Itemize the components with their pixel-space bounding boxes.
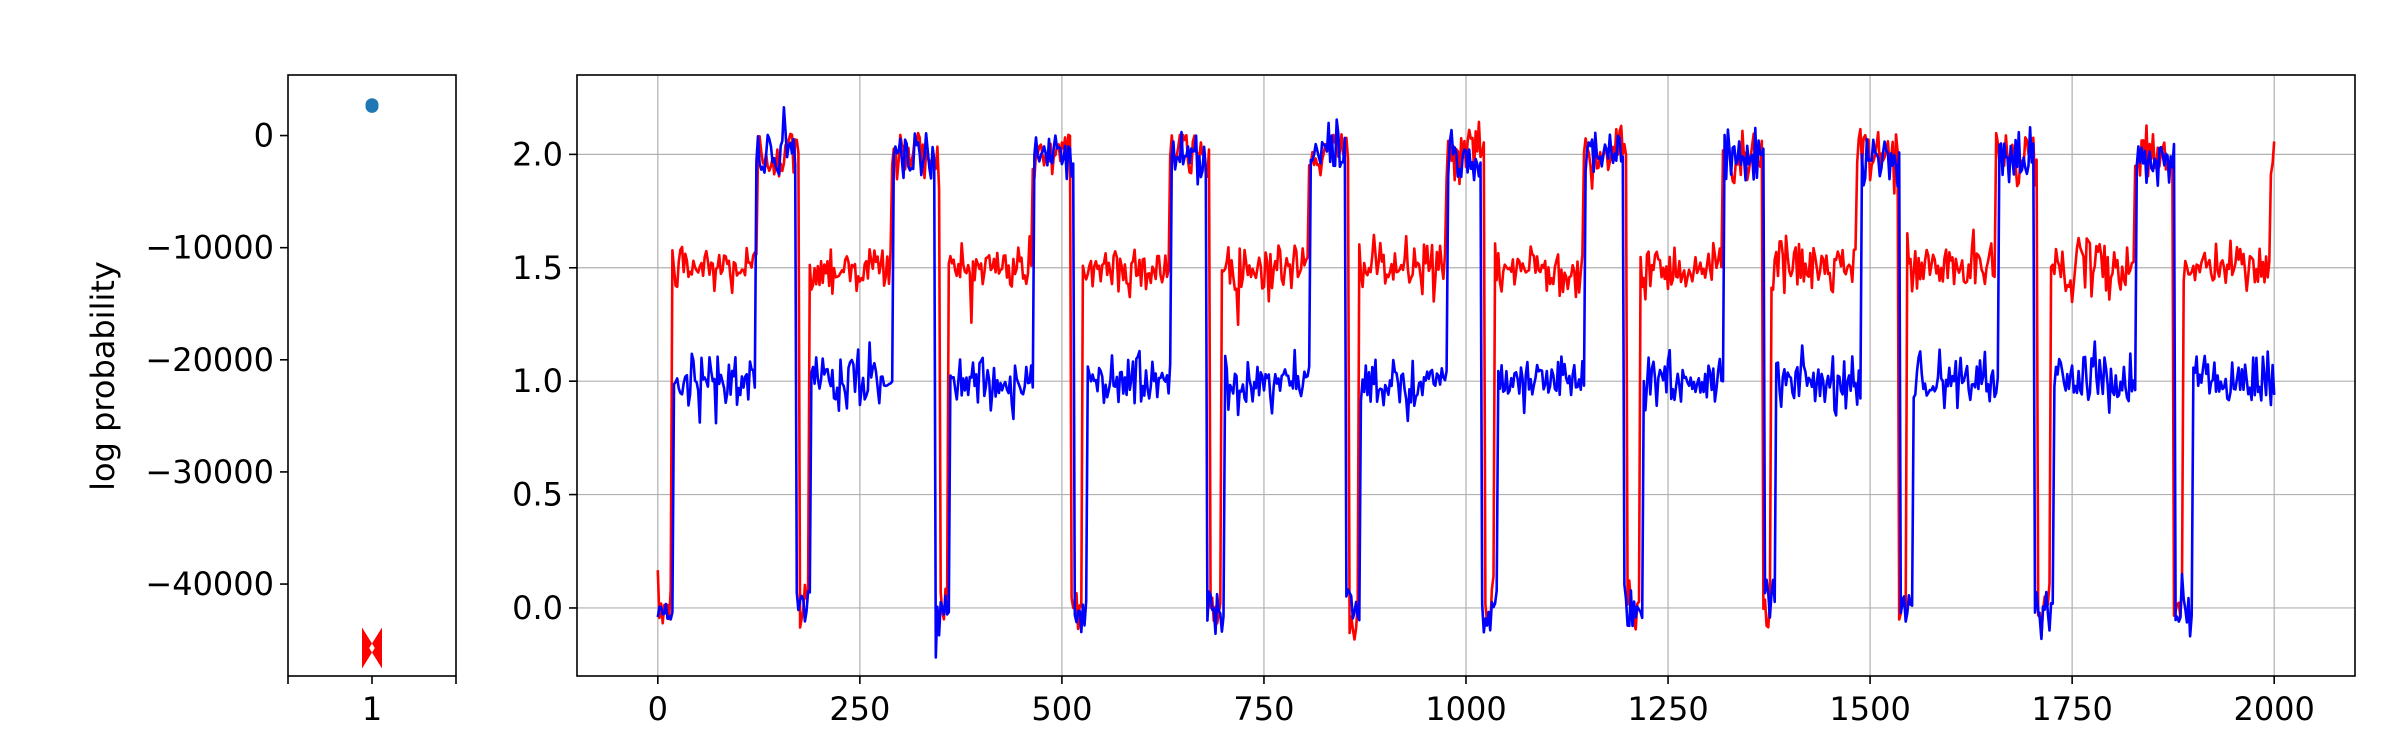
y-tick-label: 2.0 bbox=[512, 135, 563, 173]
x-tick-label: 1750 bbox=[2031, 690, 2112, 728]
x-tick-label: 2000 bbox=[2233, 690, 2314, 728]
left-x-tick-label: 1 bbox=[362, 690, 382, 728]
left-ticks: 0 −10000 −20000 −30000 −40000 1 bbox=[145, 117, 457, 728]
x-tick-label: 250 bbox=[829, 690, 890, 728]
left-y-tick-label: −30000 bbox=[145, 453, 274, 491]
series-line-1 bbox=[656, 106, 2276, 659]
left-y-tick-label: −20000 bbox=[145, 341, 274, 379]
x-tick-label: 1500 bbox=[1829, 690, 1910, 728]
y-tick-label: 0.5 bbox=[512, 476, 563, 514]
right-ticks: 0 250 500 750 1000 1250 1500 1750 2000 0.0 0.5 1.0 1… bbox=[512, 135, 2315, 728]
data-point bbox=[365, 98, 379, 112]
log-probability-panel: 0 −10000 −20000 −30000 −40000 1 log probabili… bbox=[84, 74, 457, 728]
y-tick-label: 1.5 bbox=[512, 249, 563, 287]
left-y-tick-label: −10000 bbox=[145, 229, 274, 267]
data-point bbox=[362, 636, 382, 669]
left-y-tick-label: −40000 bbox=[145, 565, 274, 603]
x-tick-label: 750 bbox=[1233, 690, 1294, 728]
left-markers bbox=[362, 98, 382, 669]
x-tick-label: 0 bbox=[648, 690, 668, 728]
left-axes-frame bbox=[287, 74, 457, 677]
x-tick-label: 1250 bbox=[1627, 690, 1708, 728]
x-tick-label: 500 bbox=[1031, 690, 1092, 728]
y-tick-label: 0.0 bbox=[512, 589, 563, 627]
left-y-axis-label: log probability bbox=[84, 261, 122, 491]
signal-panel: 0 250 500 750 1000 1250 1500 1750 2000 0.0 0.5 1.0 1… bbox=[512, 74, 2356, 728]
right-series-lines bbox=[656, 106, 2276, 659]
y-tick-label: 1.0 bbox=[512, 362, 563, 400]
left-y-tick-label: 0 bbox=[254, 117, 274, 155]
x-tick-label: 1000 bbox=[1425, 690, 1506, 728]
